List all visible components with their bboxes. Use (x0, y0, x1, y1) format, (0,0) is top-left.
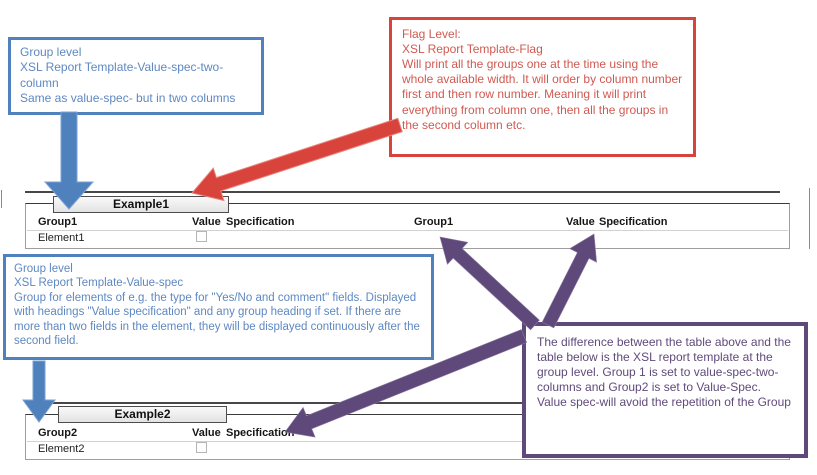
element2-label: Element2 (38, 443, 85, 455)
blue-down-arrow-to-example2 (22, 360, 56, 423)
col-header-group1-left: Group1 (38, 216, 78, 228)
callout-value-spec: Group level XSL Report Template-Value-sp… (3, 254, 434, 360)
callout-difference-note: The difference between the table above a… (522, 322, 808, 458)
element1-value-checkbox[interactable] (196, 231, 207, 242)
header-separator (27, 441, 788, 442)
element1-label: Element1 (38, 232, 85, 244)
page-rule-top (25, 191, 780, 193)
red-arrow-to-example1-header (191, 117, 403, 202)
col-header-value-right: Value (566, 216, 595, 228)
callout-flag-level: Flag Level: XSL Report Template-Flag Wil… (389, 17, 696, 157)
col-header-value-left: Value (192, 216, 221, 228)
example2-title: Example2 (58, 406, 227, 423)
col-header-spec-left: Specification (226, 216, 295, 228)
example1-title: Example1 (53, 196, 229, 213)
page-edge-left (1, 190, 2, 208)
col-header-group1-right: Group1 (414, 216, 454, 228)
header-separator (27, 230, 788, 231)
blue-down-arrow-to-example1 (43, 111, 95, 210)
purple-arrow-to-group1-right (439, 236, 540, 331)
callout-value-spec-two-column: Group level XSL Report Template-Value-sp… (8, 37, 264, 115)
col-header-spec-right: Specification (599, 216, 668, 228)
col-header-spec: Specification (226, 427, 295, 439)
col-header-value: Value (192, 427, 221, 439)
page-edge-right (809, 188, 810, 249)
element2-value-checkbox[interactable] (196, 442, 207, 453)
col-header-group2: Group2 (38, 427, 78, 439)
